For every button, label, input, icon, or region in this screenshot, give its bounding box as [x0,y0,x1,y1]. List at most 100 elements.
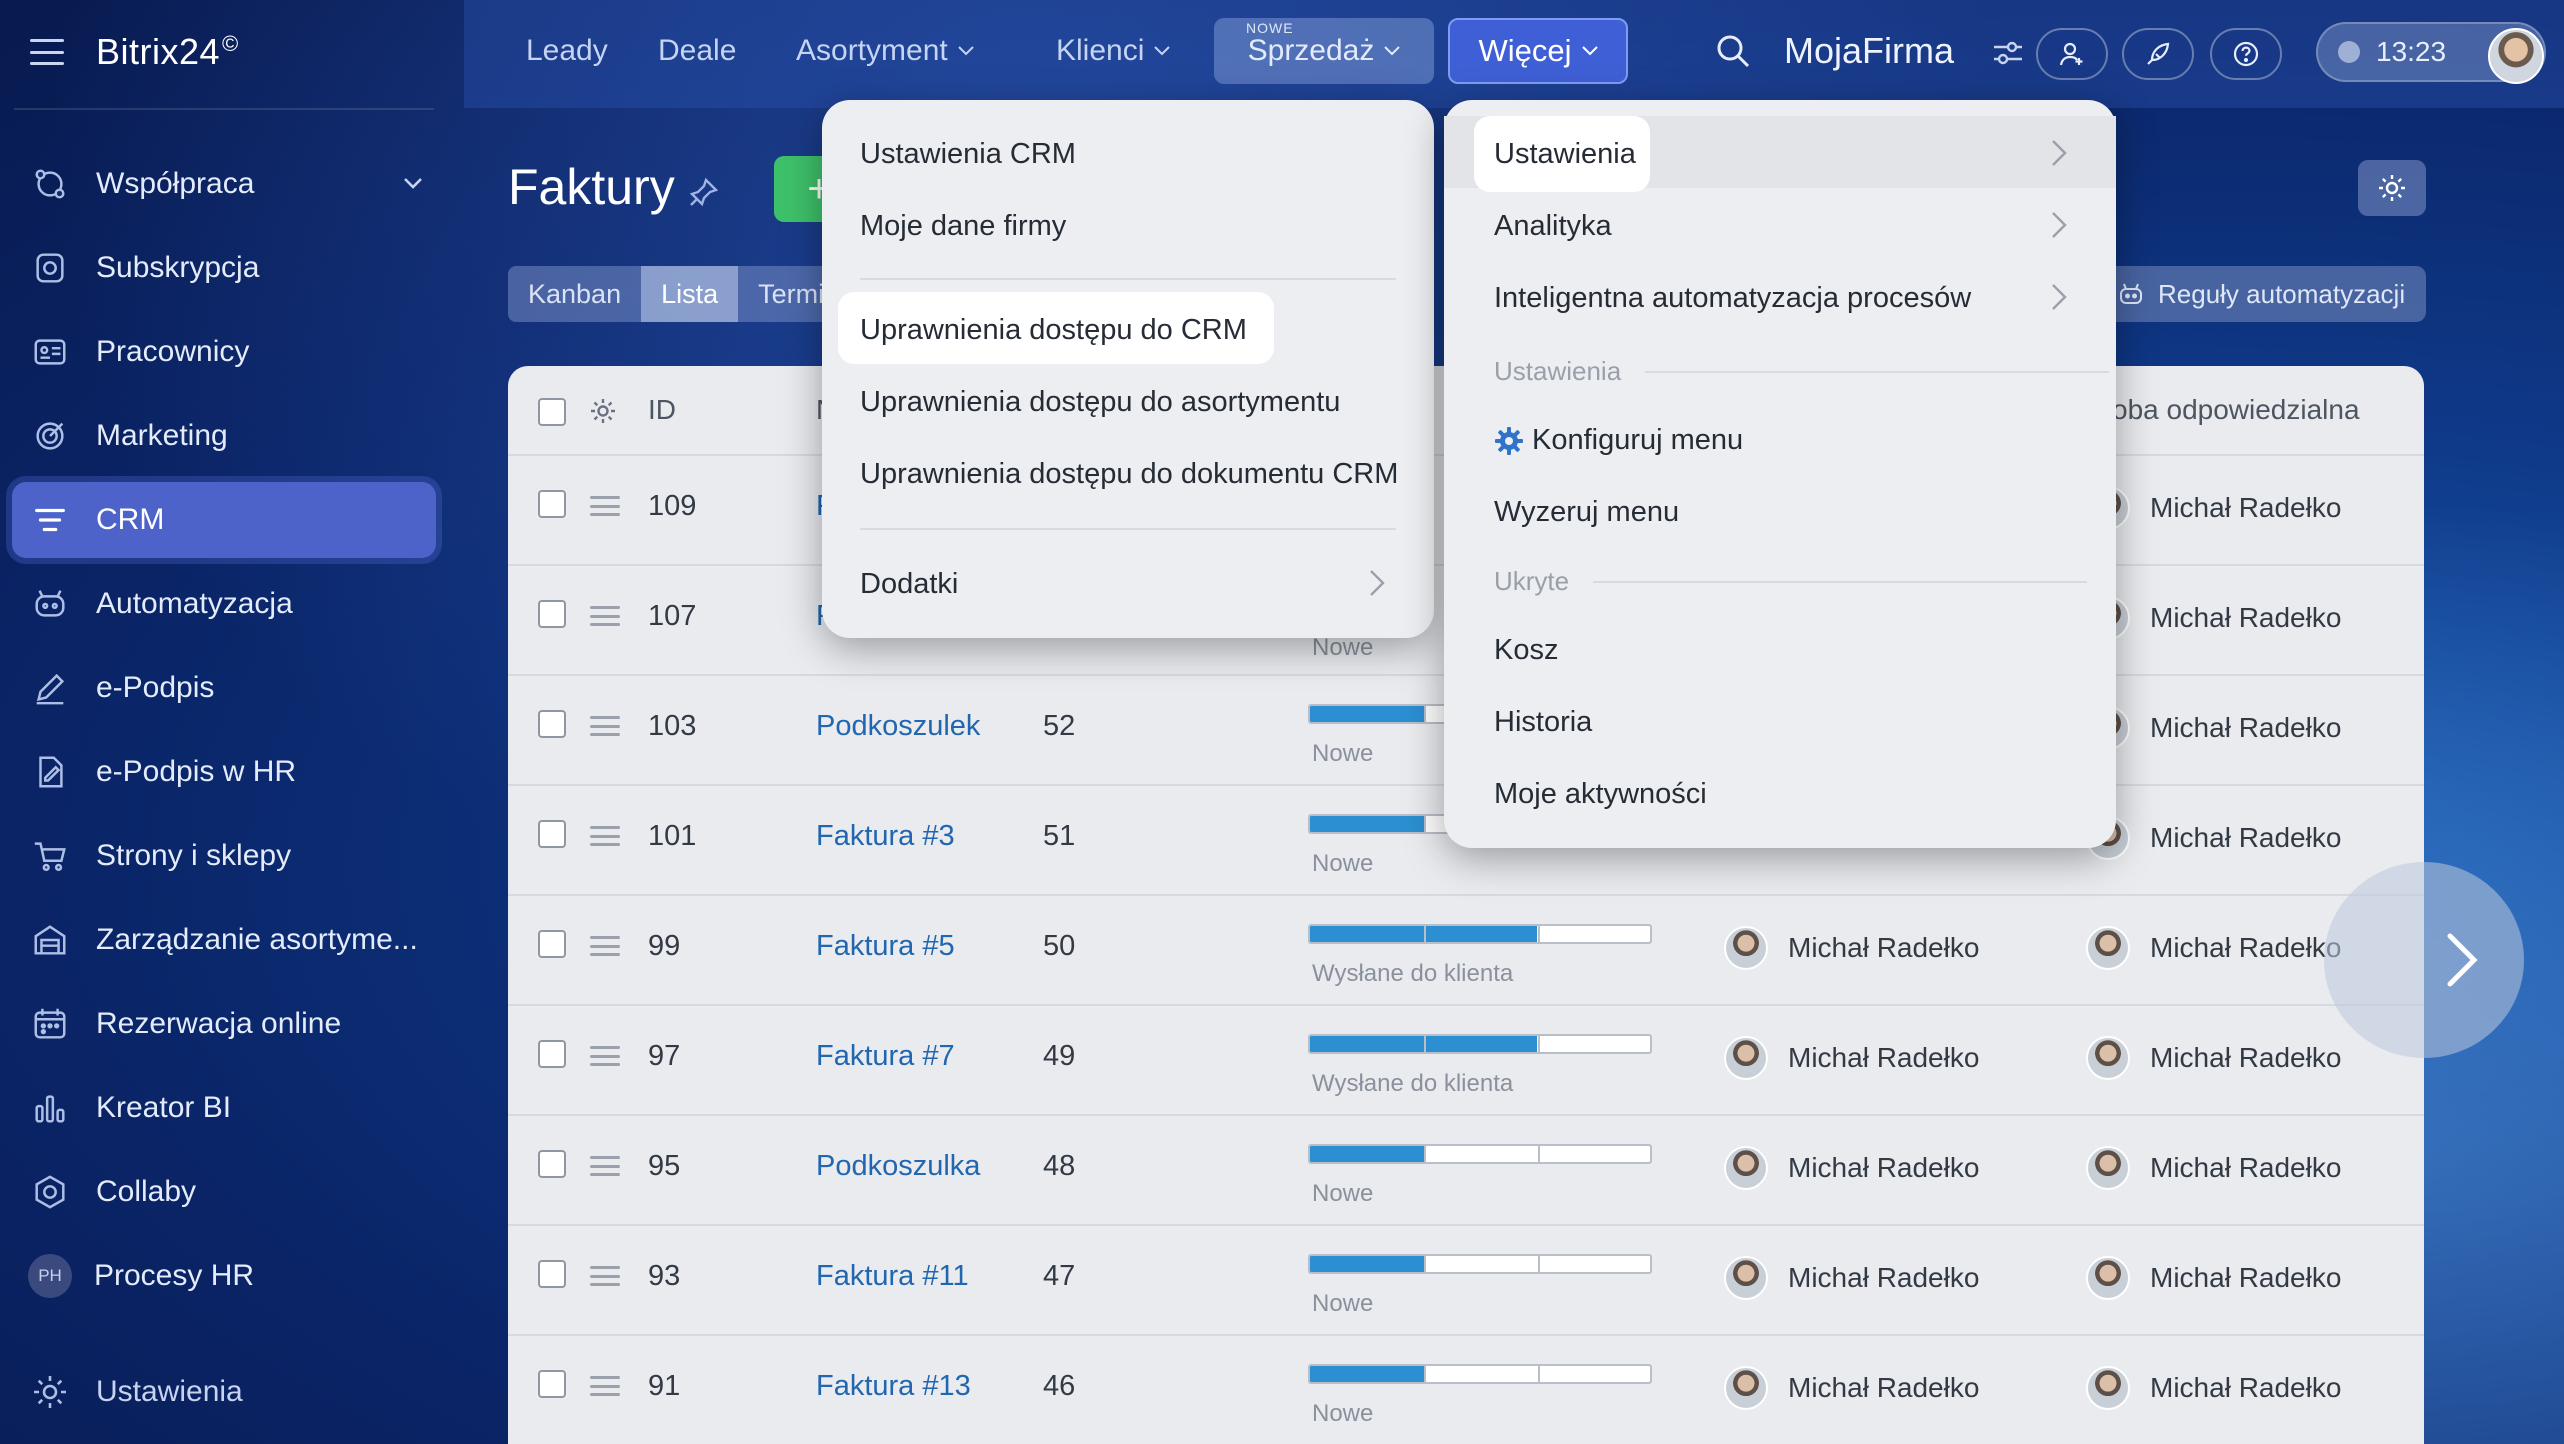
menu-item-analityka[interactable]: Analityka [1494,210,1612,242]
menu-item-ustawienia[interactable]: Ustawienia [1494,138,1636,170]
sidebar-item-wspolpraca[interactable]: Współpraca [12,146,452,222]
sidebar-item-collaby[interactable]: Collaby [12,1154,452,1230]
sidebar-item-strony[interactable]: Strony i sklepy [12,818,452,894]
tab-lista[interactable]: Lista [641,266,739,322]
row-checkbox[interactable] [538,490,566,518]
menu-item-dodatki[interactable]: Dodatki [860,568,959,600]
responsible-cell[interactable]: Michał Radełko [2086,596,2341,640]
pin-icon[interactable] [688,176,720,208]
stage-progress-bar[interactable] [1308,924,1652,944]
sidebar-item-kreator-bi[interactable]: Kreator BI [12,1070,452,1146]
assignee-cell[interactable]: Michał Radełko [1724,1146,1979,1190]
row-checkbox[interactable] [538,930,566,958]
cell-name-link[interactable]: Faktura #11 [816,1260,969,1292]
responsible-cell[interactable]: Michał Radełko [2086,1256,2341,1300]
help-button[interactable] [2210,28,2282,80]
drag-handle-icon[interactable] [590,716,620,736]
table-row[interactable]: 91 Faktura #13 46 Nowe Michał Radełko Michał … [508,1336,2424,1444]
sidebar-item-marketing[interactable]: Marketing [12,398,452,474]
cell-name-link[interactable]: Faktura #3 [816,820,955,852]
menu-item-uprawnienia-asortymentu[interactable]: Uprawnienia dostępu do asortymentu [860,386,1341,418]
stage-progress-bar[interactable] [1308,1254,1652,1274]
assignee-cell[interactable]: Michał Radełko [1724,1366,1979,1410]
rocket-button[interactable] [2122,28,2194,80]
nav-leady[interactable]: Leady [526,34,608,67]
drag-handle-icon[interactable] [590,1266,620,1286]
row-checkbox[interactable] [538,600,566,628]
drag-handle-icon[interactable] [590,496,620,516]
table-row[interactable]: 97 Faktura #7 49 Wysłane do klienta Michał R… [508,1006,2424,1116]
sidebar-item-procesy-hr[interactable]: PH Procesy HR [12,1238,452,1314]
assignee-cell[interactable]: Michał Radełko [1724,1256,1979,1300]
sidebar-item-automatyzacja[interactable]: Automatyzacja [12,566,452,642]
sliders-icon[interactable] [1990,32,2026,74]
nav-deale[interactable]: Deale [658,34,737,67]
drag-handle-icon[interactable] [590,606,620,626]
tab-kanban[interactable]: Kanban [528,278,622,309]
invite-user-button[interactable] [2036,28,2108,80]
row-checkbox[interactable] [538,1150,566,1178]
table-row[interactable]: 95 Podkoszulka 48 Nowe Michał Radełko Michał … [508,1116,2424,1226]
row-checkbox[interactable] [538,1370,566,1398]
table-row[interactable]: 99 Faktura #5 50 Wysłane do klienta Michał R… [508,896,2424,1006]
row-checkbox[interactable] [538,820,566,848]
sidebar-item-pracownicy[interactable]: Pracownicy [12,314,452,390]
cell-name-link[interactable]: Podkoszulka [816,1150,981,1182]
stage-progress-bar[interactable] [1308,1034,1652,1054]
menu-item-moje-aktywnosci[interactable]: Moje aktywności [1494,778,1707,810]
sidebar-item-e-podpis[interactable]: e-Podpis [12,650,452,726]
cell-name-link[interactable]: Podkoszulek [816,710,981,742]
menu-item-automatyzacja[interactable]: Inteligentna automatyzacja procesów [1494,282,1972,314]
row-checkbox[interactable] [538,1040,566,1068]
responsible-cell[interactable]: Michał Radełko [2086,1366,2341,1410]
table-row[interactable]: 93 Faktura #11 47 Nowe Michał Radełko Michał … [508,1226,2424,1336]
header-responsible[interactable]: oba odpowiedzialna [2112,394,2360,425]
assignee-cell[interactable]: Michał Radełko [1724,1036,1979,1080]
sidebar-item-subskrypcja[interactable]: Subskrypcja [12,230,452,306]
chevron-down-icon[interactable] [398,168,428,198]
sidebar-item-crm[interactable]: CRM [12,482,436,558]
cell-name-link[interactable]: Faktura #13 [816,1370,971,1402]
menu-item-uprawnienia-crm[interactable]: Uprawnienia dostępu do CRM [860,314,1247,346]
stage-progress-bar[interactable] [1308,1364,1652,1384]
nav-asortyment[interactable]: Asortyment [796,34,974,68]
company-name[interactable]: MojaFirma [1784,30,1955,71]
responsible-cell[interactable]: Michał Radełko [2086,1036,2341,1080]
drag-handle-icon[interactable] [590,1046,620,1066]
responsible-cell[interactable]: Michał Radełko [2086,486,2341,530]
next-page-arrow[interactable] [2324,862,2524,1058]
user-avatar[interactable] [2488,28,2544,84]
responsible-cell[interactable]: Michał Radełko [2086,816,2341,860]
select-all-checkbox[interactable] [538,398,566,426]
column-settings-icon[interactable] [588,396,618,426]
drag-handle-icon[interactable] [590,936,620,956]
logo[interactable]: Bitrix24© [96,31,239,72]
assignee-cell[interactable]: Michał Radełko [1724,926,1979,970]
search-icon[interactable] [1714,32,1752,70]
stage-progress-bar[interactable] [1308,1144,1652,1164]
sidebar-item-e-podpis-hr[interactable]: e-Podpis w HR [12,734,452,810]
menu-burger-icon[interactable] [30,39,64,65]
automation-rules-button[interactable]: Reguły automatyzacji [2096,266,2426,322]
page-settings-button[interactable] [2358,160,2426,216]
nav-more-button[interactable]: Więcej [1448,18,1628,84]
nav-klienci[interactable]: Klienci [1056,34,1171,68]
nav-sprzedaz[interactable]: NOWE Sprzedaż [1214,18,1434,84]
row-checkbox[interactable] [538,1260,566,1288]
drag-handle-icon[interactable] [590,1376,620,1396]
menu-item-konfiguruj[interactable]: Konfiguruj menu [1494,424,1743,457]
drag-handle-icon[interactable] [590,826,620,846]
responsible-cell[interactable]: Michał Radełko [2086,926,2341,970]
menu-item-historia[interactable]: Historia [1494,706,1593,738]
menu-item-moje-dane-firmy[interactable]: Moje dane firmy [860,210,1067,242]
menu-item-ustawienia-crm[interactable]: Ustawienia CRM [860,138,1076,170]
responsible-cell[interactable]: Michał Radełko [2086,706,2341,750]
sidebar-settings[interactable]: Ustawienia [30,1372,243,1412]
responsible-cell[interactable]: Michał Radełko [2086,1146,2341,1190]
menu-item-kosz[interactable]: Kosz [1494,634,1559,666]
menu-item-wyzeruj[interactable]: Wyzeruj menu [1494,496,1680,528]
tab-terminy[interactable]: Termi [758,278,825,309]
worktime-pill[interactable]: 13:23 [2316,22,2546,84]
menu-item-uprawnienia-dokumentu[interactable]: Uprawnienia dostępu do dokumentu CRM [860,458,1399,490]
cell-name-link[interactable]: Faktura #5 [816,930,955,962]
